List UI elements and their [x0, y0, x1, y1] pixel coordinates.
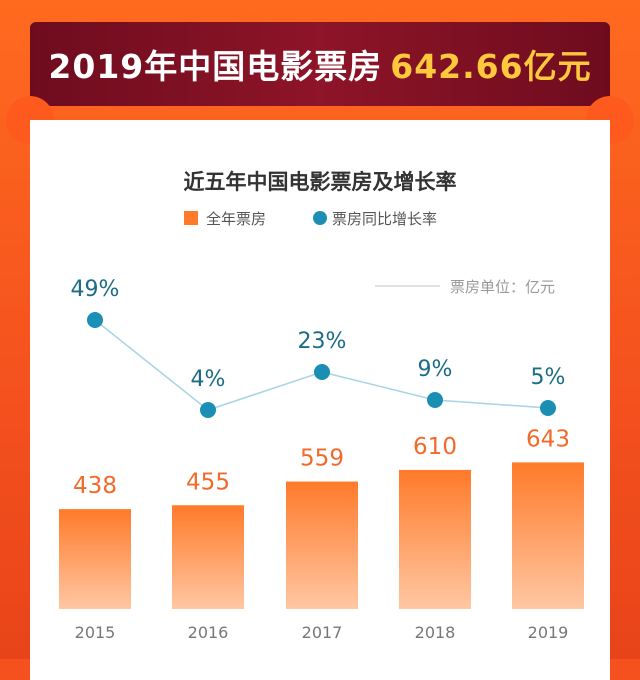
- legend-swatch-bar: [184, 211, 198, 225]
- legend-swatch-line: [313, 211, 327, 225]
- growth-label-2015: 49%: [71, 277, 120, 302]
- chart-svg: 近五年中国电影票房及增长率 全年票房 票房同比增长率 票房单位：亿元 438 45…: [59, 170, 584, 642]
- x-axis-ticks: 2015 2016 2017 2018 2019: [75, 623, 569, 642]
- legend-label-bar: 全年票房: [206, 210, 266, 228]
- bar-2016: [172, 505, 244, 609]
- bar-label-2019: 643: [526, 426, 570, 452]
- unit-note: 票房单位：亿元: [450, 278, 555, 296]
- growth-line-group: 49% 4% 23% 9% 5%: [71, 277, 566, 418]
- growth-point-2016: [200, 402, 216, 418]
- header-banner: 2019年中国电影票房 642.66亿元: [30, 22, 610, 106]
- x-tick-2018: 2018: [415, 623, 456, 642]
- bar-label-2016: 455: [186, 469, 230, 495]
- growth-point-2017: [314, 364, 330, 380]
- bars-group: 438 455 559 610 643: [59, 426, 584, 609]
- growth-label-2016: 4%: [191, 367, 226, 392]
- growth-label-2019: 5%: [531, 365, 566, 390]
- x-tick-2019: 2019: [528, 623, 569, 642]
- banner-title: 2019年中国电影票房 642.66亿元: [30, 22, 610, 106]
- growth-point-2018: [427, 392, 443, 408]
- bar-2017: [286, 481, 358, 609]
- banner-title-text: 2019年中国电影票房: [48, 47, 383, 86]
- bar-2018: [399, 469, 471, 609]
- x-tick-2015: 2015: [75, 623, 116, 642]
- bar-2019: [512, 462, 584, 609]
- bar-2015: [59, 509, 131, 609]
- chart-title: 近五年中国电影票房及增长率: [184, 170, 457, 194]
- bar-label-2015: 438: [73, 473, 117, 499]
- bar-label-2018: 610: [413, 434, 457, 460]
- growth-point-2015: [87, 312, 103, 328]
- legend: 全年票房 票房同比增长率: [184, 210, 437, 228]
- growth-label-2017: 23%: [298, 329, 347, 354]
- growth-point-2019: [540, 400, 556, 416]
- x-tick-2016: 2016: [188, 623, 229, 642]
- legend-label-line: 票房同比增长率: [332, 210, 437, 228]
- x-tick-2017: 2017: [302, 623, 343, 642]
- bar-label-2017: 559: [300, 446, 344, 472]
- banner-title-highlight: 642.66亿元: [390, 47, 592, 86]
- growth-label-2018: 9%: [418, 357, 453, 382]
